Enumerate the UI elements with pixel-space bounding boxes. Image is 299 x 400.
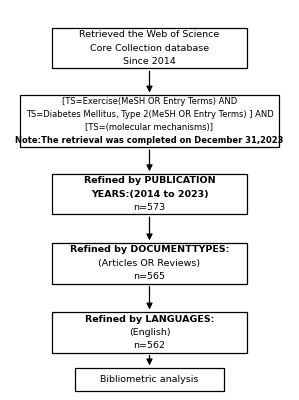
FancyBboxPatch shape: [20, 95, 279, 147]
FancyBboxPatch shape: [52, 174, 247, 214]
Text: Since 2014: Since 2014: [123, 57, 176, 66]
FancyBboxPatch shape: [52, 28, 247, 68]
Text: n=565: n=565: [133, 272, 166, 281]
Text: n=573: n=573: [133, 203, 166, 212]
Text: (English): (English): [129, 328, 170, 337]
Text: Core Collection database: Core Collection database: [90, 44, 209, 53]
FancyBboxPatch shape: [75, 368, 224, 391]
Text: Refined by PUBLICATION: Refined by PUBLICATION: [84, 176, 215, 185]
Text: Bibliometric analysis: Bibliometric analysis: [100, 375, 199, 384]
FancyBboxPatch shape: [52, 243, 247, 284]
Text: TS=Diabetes Mellitus, Type 2(MeSH OR Entry Terms) ] AND: TS=Diabetes Mellitus, Type 2(MeSH OR Ent…: [26, 110, 273, 119]
Text: n=562: n=562: [133, 342, 166, 350]
Text: YEARS:(2014 to 2023): YEARS:(2014 to 2023): [91, 190, 208, 199]
Text: Note:The retrieval was completed on December 31,2023: Note:The retrieval was completed on Dece…: [15, 136, 284, 145]
Text: [TS=Exercise(MeSH OR Entry Terms) AND: [TS=Exercise(MeSH OR Entry Terms) AND: [62, 97, 237, 106]
Text: Refined by LANGUAGES:: Refined by LANGUAGES:: [85, 314, 214, 324]
Text: Refined by DOCUMENTTYPES:: Refined by DOCUMENTTYPES:: [70, 246, 229, 254]
Text: Retrieved the Web of Science: Retrieved the Web of Science: [79, 30, 220, 39]
Text: [TS=(molecular mechanisms)]: [TS=(molecular mechanisms)]: [86, 123, 213, 132]
FancyBboxPatch shape: [52, 312, 247, 353]
Text: (Articles OR Reviews): (Articles OR Reviews): [98, 259, 201, 268]
